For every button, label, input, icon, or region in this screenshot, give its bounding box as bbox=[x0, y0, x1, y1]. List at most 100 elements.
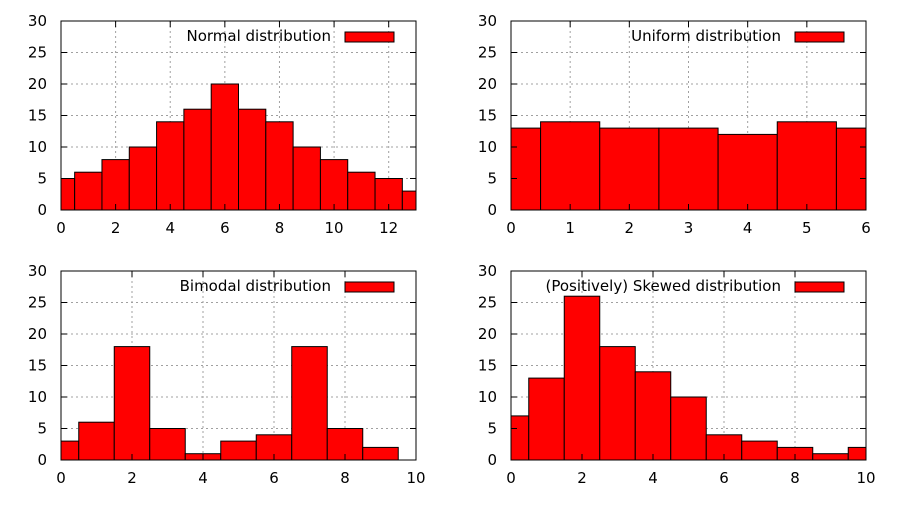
normal-bar-7 bbox=[238, 108, 267, 211]
y-tick-label: 0 bbox=[37, 201, 47, 219]
uniform-bar-6 bbox=[835, 127, 867, 211]
x-tick-label: 10 bbox=[856, 469, 875, 487]
y-tick-label: 5 bbox=[487, 170, 497, 188]
x-tick-label: 8 bbox=[340, 469, 350, 487]
bimodal-legend-label: Bimodal distribution bbox=[180, 277, 331, 295]
x-tick-label: 2 bbox=[127, 469, 137, 487]
normal-bar-8 bbox=[265, 121, 294, 211]
x-tick-label: 8 bbox=[790, 469, 800, 487]
y-tick-label: 10 bbox=[478, 388, 497, 406]
y-tick-label: 30 bbox=[478, 12, 497, 30]
y-tick-label: 10 bbox=[28, 138, 47, 156]
bimodal-legend-swatch bbox=[344, 281, 395, 293]
x-tick-label: 2 bbox=[111, 219, 121, 237]
uniform-legend-swatch bbox=[794, 31, 845, 43]
x-tick-label: 12 bbox=[379, 219, 398, 237]
y-tick-label: 30 bbox=[28, 262, 47, 280]
uniform-histogram-panel: 0 5 10 15 20 25 30 0 1 2 3 4 5 6 Uniform distribution bbox=[478, 12, 871, 237]
uniform-bar-1 bbox=[540, 121, 601, 211]
uniform-bar-5 bbox=[776, 121, 837, 211]
y-tick-label: 30 bbox=[478, 262, 497, 280]
skewed-bar-1 bbox=[528, 377, 565, 461]
skewed-bar-10 bbox=[847, 446, 867, 461]
x-tick-label: 0 bbox=[506, 219, 516, 237]
normal-bar-0 bbox=[60, 178, 76, 211]
y-tick-label: 15 bbox=[478, 107, 497, 125]
skewed-bar-2 bbox=[563, 295, 601, 461]
uniform-legend-label: Uniform distribution bbox=[631, 27, 781, 45]
x-tick-label: 8 bbox=[275, 219, 285, 237]
uniform-bar-3 bbox=[658, 127, 719, 211]
y-tick-label: 5 bbox=[37, 170, 47, 188]
x-tick-label: 4 bbox=[165, 219, 175, 237]
y-tick-label: 25 bbox=[478, 294, 497, 312]
bimodal-bar-5 bbox=[220, 440, 257, 461]
skewed-bar-0 bbox=[510, 415, 530, 461]
y-tick-label: 15 bbox=[478, 357, 497, 375]
normal-bar-10 bbox=[319, 159, 349, 211]
skewed-bar-5 bbox=[670, 396, 707, 461]
y-tick-label: 20 bbox=[478, 325, 497, 343]
uniform-bar-0 bbox=[510, 127, 542, 211]
x-tick-label: 4 bbox=[743, 219, 753, 237]
x-tick-label: 6 bbox=[269, 469, 279, 487]
normal-bar-13 bbox=[401, 190, 417, 211]
x-tick-label: 6 bbox=[861, 219, 871, 237]
y-tick-label: 15 bbox=[28, 107, 47, 125]
bimodal-bar-1 bbox=[78, 421, 115, 461]
y-tick-label: 25 bbox=[28, 294, 47, 312]
normal-bar-3 bbox=[128, 146, 158, 211]
y-tick-label: 0 bbox=[487, 451, 497, 469]
normal-legend-label: Normal distribution bbox=[186, 27, 331, 45]
bimodal-bar-7 bbox=[291, 346, 328, 461]
normal-histogram-panel: 0 5 10 15 20 25 30 0 2 4 6 8 10 12 Normal distribution bbox=[28, 12, 417, 237]
y-tick-label: 20 bbox=[28, 325, 47, 343]
y-tick-label: 20 bbox=[478, 75, 497, 93]
normal-bar-11 bbox=[347, 171, 376, 211]
skewed-legend-label: (Positively) Skewed distribution bbox=[545, 277, 781, 295]
x-tick-label: 0 bbox=[506, 469, 516, 487]
uniform-bar-2 bbox=[599, 127, 660, 211]
normal-bar-9 bbox=[292, 146, 321, 211]
x-tick-label: 6 bbox=[220, 219, 230, 237]
y-tick-label: 10 bbox=[28, 388, 47, 406]
y-tick-label: 0 bbox=[37, 451, 47, 469]
y-tick-label: 15 bbox=[28, 357, 47, 375]
bimodal-bar-2 bbox=[113, 346, 151, 461]
normal-bar-1 bbox=[74, 171, 103, 211]
skewed-bar-3 bbox=[599, 346, 636, 461]
y-tick-label: 30 bbox=[28, 12, 47, 30]
bimodal-histogram-panel: 0 5 10 15 20 25 30 0 2 4 6 8 10 Bimodal distribution bbox=[28, 262, 426, 487]
x-tick-label: 4 bbox=[648, 469, 658, 487]
bimodal-bar-9 bbox=[362, 446, 399, 461]
normal-bar-5 bbox=[183, 108, 212, 211]
y-tick-label: 20 bbox=[28, 75, 47, 93]
x-tick-label: 6 bbox=[719, 469, 729, 487]
skewed-histogram-panel: 0 5 10 15 20 25 30 0 2 4 6 8 10 (Positively) Skewed d… bbox=[478, 262, 876, 487]
skewed-legend-swatch bbox=[794, 281, 845, 293]
normal-legend-swatch bbox=[344, 31, 395, 43]
normal-bar-4 bbox=[156, 121, 185, 211]
x-tick-label: 0 bbox=[56, 219, 66, 237]
normal-bar-2 bbox=[101, 159, 130, 211]
x-tick-label: 4 bbox=[198, 469, 208, 487]
skewed-bar-9 bbox=[812, 453, 849, 461]
x-tick-label: 2 bbox=[625, 219, 635, 237]
y-tick-label: 5 bbox=[37, 420, 47, 438]
x-tick-label: 10 bbox=[325, 219, 344, 237]
y-tick-label: 5 bbox=[487, 420, 497, 438]
skewed-bar-7 bbox=[741, 440, 778, 461]
y-tick-label: 10 bbox=[478, 138, 497, 156]
y-tick-label: 0 bbox=[487, 201, 497, 219]
x-tick-label: 1 bbox=[565, 219, 575, 237]
x-tick-label: 10 bbox=[406, 469, 425, 487]
y-tick-label: 25 bbox=[28, 44, 47, 62]
bimodal-bar-3 bbox=[149, 428, 186, 461]
y-tick-label: 25 bbox=[478, 44, 497, 62]
x-tick-label: 3 bbox=[684, 219, 694, 237]
x-tick-label: 2 bbox=[577, 469, 587, 487]
x-tick-label: 0 bbox=[56, 469, 66, 487]
bimodal-bar-0 bbox=[60, 440, 80, 461]
